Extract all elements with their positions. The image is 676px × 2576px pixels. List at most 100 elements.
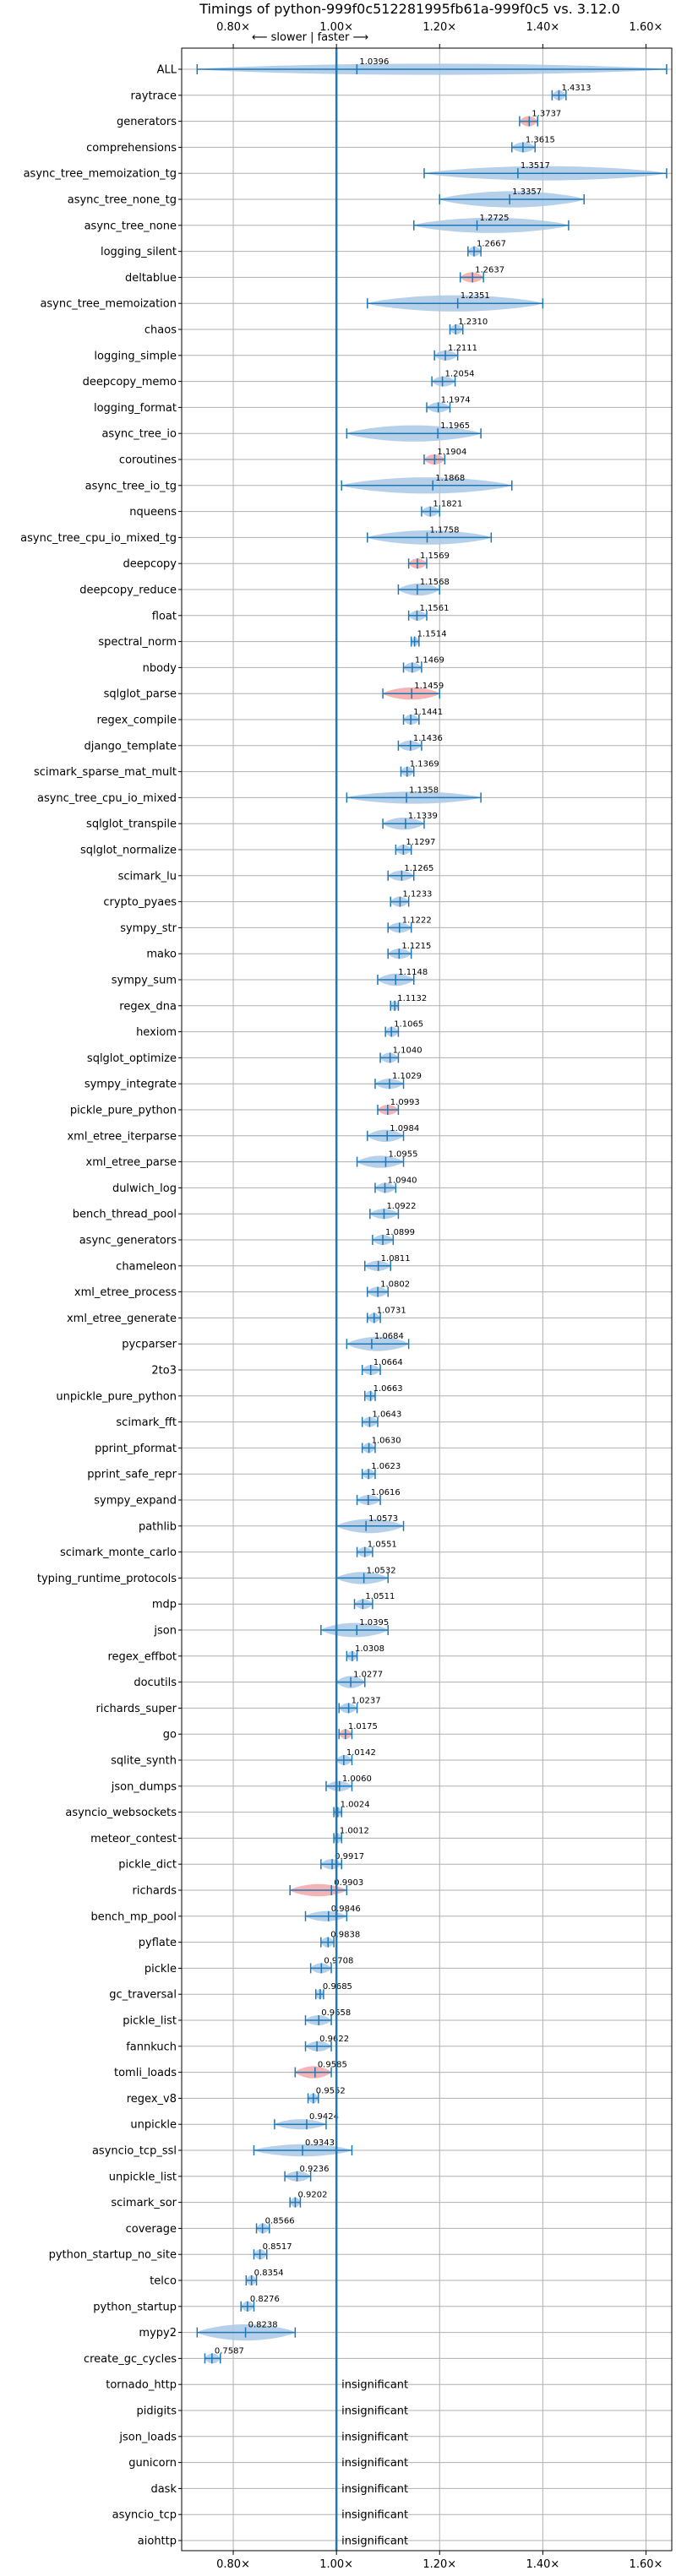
benchmark-rows: ALL 1.0396 raytrace 1.4313 generators 1.3737 c… — [20, 57, 668, 2548]
value-label: 1.1758 — [429, 525, 459, 535]
x-tick-label-top: 0.80× — [216, 21, 250, 34]
value-label: 1.0922 — [386, 1202, 416, 1211]
benchmark-name-label: fannkuch — [126, 2041, 177, 2053]
benchmark-name-label: aiohttp — [138, 2535, 177, 2548]
benchmark-name-label: async_tree_cpu_io_mixed_tg — [20, 532, 177, 545]
benchmark-name-label: pickle_dict — [118, 1859, 177, 1872]
benchmark-row: async_tree_cpu_io_mixed_tg 1.1758 — [20, 525, 493, 545]
benchmark-row: pickle_pure_python 1.0993 — [70, 1098, 420, 1117]
benchmark-row: unpickle 0.9424 — [130, 2112, 339, 2132]
benchmark-row: python_startup_no_site 0.8517 — [49, 2242, 292, 2262]
benchmark-row: richards_super 1.0237 — [95, 1696, 380, 1715]
benchmark-name-label: hexiom — [136, 1026, 177, 1039]
value-label: 0.9708 — [324, 1956, 353, 1965]
value-label: 1.1965 — [440, 421, 470, 431]
benchmark-row: float 1.1561 — [152, 604, 450, 623]
benchmark-row: scimark_fft 1.0643 — [116, 1410, 401, 1430]
value-label: 1.0993 — [390, 1098, 420, 1107]
benchmark-name-label: crypto_pyaes — [103, 896, 177, 909]
benchmark-name-label: tornado_http — [106, 2379, 177, 2392]
benchmark-name-label: pickle_list — [123, 2015, 177, 2028]
benchmark-row: deltablue 1.2637 — [125, 265, 504, 285]
value-label: 1.0395 — [359, 1618, 389, 1628]
benchmark-name-label: dask — [150, 2483, 177, 2496]
benchmark-name-label: logging_silent — [101, 246, 177, 258]
value-label: 1.3737 — [532, 110, 561, 119]
benchmark-row: regex_dna 1.1132 — [119, 994, 427, 1014]
value-label: 1.0277 — [353, 1671, 383, 1680]
value-label: 1.1568 — [420, 578, 450, 587]
insignificant-label: insignificant — [341, 2405, 408, 2418]
benchmark-name-label: 2to3 — [151, 1365, 177, 1378]
benchmark-row: chaos 1.2310 — [144, 318, 488, 337]
benchmark-name-label: sqlglot_parse — [104, 688, 177, 701]
benchmark-row: async_tree_cpu_io_mixed 1.1358 — [37, 785, 482, 805]
benchmark-name-label: sqlglot_transpile — [86, 818, 177, 831]
benchmark-name-label: tomli_loads — [114, 2067, 177, 2079]
benchmark-name-label: xml_etree_generate — [67, 1312, 177, 1325]
value-label: 0.7587 — [215, 2346, 244, 2356]
benchmark-row: logging_simple 1.2111 — [94, 344, 477, 363]
value-label: 1.1297 — [406, 838, 435, 847]
value-label: 1.1040 — [393, 1046, 422, 1055]
value-label: 0.9622 — [319, 2035, 349, 2044]
benchmark-name-label: sympy_sum — [112, 975, 177, 987]
benchmark-name-label: nbody — [143, 662, 177, 675]
benchmark-row: richards 0.9903 — [133, 1878, 364, 1898]
value-label: 1.0511 — [365, 1592, 395, 1601]
benchmark-name-label: pidigits — [137, 2405, 177, 2418]
x-tick-label-top: 1.40× — [526, 21, 559, 34]
benchmark-row: typing_runtime_protocols 1.0532 — [37, 1566, 396, 1585]
value-label: 1.1974 — [441, 395, 471, 405]
benchmark-row: spectral_norm 1.1514 — [98, 630, 446, 649]
value-label: 0.8354 — [254, 2269, 284, 2278]
benchmark-name-label: deepcopy_memo — [83, 376, 177, 389]
value-label: 1.1436 — [413, 734, 443, 743]
benchmark-row: ALL 1.0396 — [157, 57, 668, 77]
benchmark-name-label: sympy_str — [120, 922, 177, 935]
x-tick-label-top: 1.60× — [630, 21, 663, 34]
value-label: 1.0643 — [372, 1410, 401, 1420]
benchmark-name-label: comprehensions — [86, 142, 177, 155]
insignificant-label: insignificant — [341, 2483, 408, 2496]
value-label: 1.1569 — [420, 552, 450, 561]
benchmark-name-label: sqlite_synth — [111, 1755, 177, 1768]
benchmark-row: dask insignificant — [150, 2483, 408, 2496]
insignificant-label: insignificant — [341, 2431, 408, 2443]
benchmark-name-label: generators — [117, 116, 177, 128]
value-label: 1.0630 — [372, 1436, 401, 1445]
value-label: 1.0175 — [348, 1722, 378, 1731]
benchmark-name-label: scimark_lu — [118, 870, 177, 883]
benchmark-row: unpickle_list 0.9236 — [109, 2165, 330, 2184]
value-label: 0.9685 — [323, 1982, 352, 1992]
benchmark-row: deepcopy_reduce 1.1568 — [79, 578, 450, 597]
benchmark-name-label: chaos — [144, 324, 177, 337]
benchmark-row: bench_thread_pool 1.0922 — [73, 1202, 417, 1221]
value-label: 1.0899 — [385, 1228, 415, 1237]
value-label: 1.1222 — [402, 916, 432, 925]
benchmark-row: sympy_sum 1.1148 — [112, 968, 428, 987]
benchmark-name-label: async_tree_io_tg — [85, 480, 177, 492]
benchmark-row: regex_effbot 1.0308 — [107, 1644, 384, 1664]
benchmark-name-label: chameleon — [116, 1260, 177, 1273]
grid-lines — [182, 48, 672, 2551]
benchmark-name-label: typing_runtime_protocols — [37, 1573, 177, 1585]
value-label: 1.1148 — [398, 968, 428, 977]
benchmark-row: comprehensions 1.3615 — [86, 135, 555, 155]
value-label: 0.8517 — [263, 2242, 292, 2252]
benchmark-name-label: richards — [133, 1885, 177, 1898]
value-label: 1.1514 — [417, 630, 447, 639]
x-axis: 0.80× 0.80× 1.00× 1.00× 1.20× 1.20× 1.40× 1.40×… — [216, 21, 662, 2571]
benchmark-row: xml_etree_generate 1.0731 — [67, 1306, 406, 1325]
benchmark-name-label: mdp — [152, 1599, 177, 1611]
benchmark-row: pickle 0.9708 — [144, 1956, 353, 1975]
value-label: 1.1215 — [401, 942, 431, 951]
benchmark-row: sqlglot_optimize 1.1040 — [87, 1046, 422, 1065]
benchmark-name-label: pickle_pure_python — [70, 1105, 177, 1117]
benchmark-row: scimark_monte_carlo 1.0551 — [60, 1541, 397, 1560]
benchmark-name-label: pathlib — [139, 1520, 177, 1533]
benchmark-row: docutils 1.0277 — [134, 1671, 383, 1690]
benchmark-name-label: scimark_sor — [111, 2197, 177, 2209]
benchmark-name-label: deltablue — [125, 272, 177, 285]
